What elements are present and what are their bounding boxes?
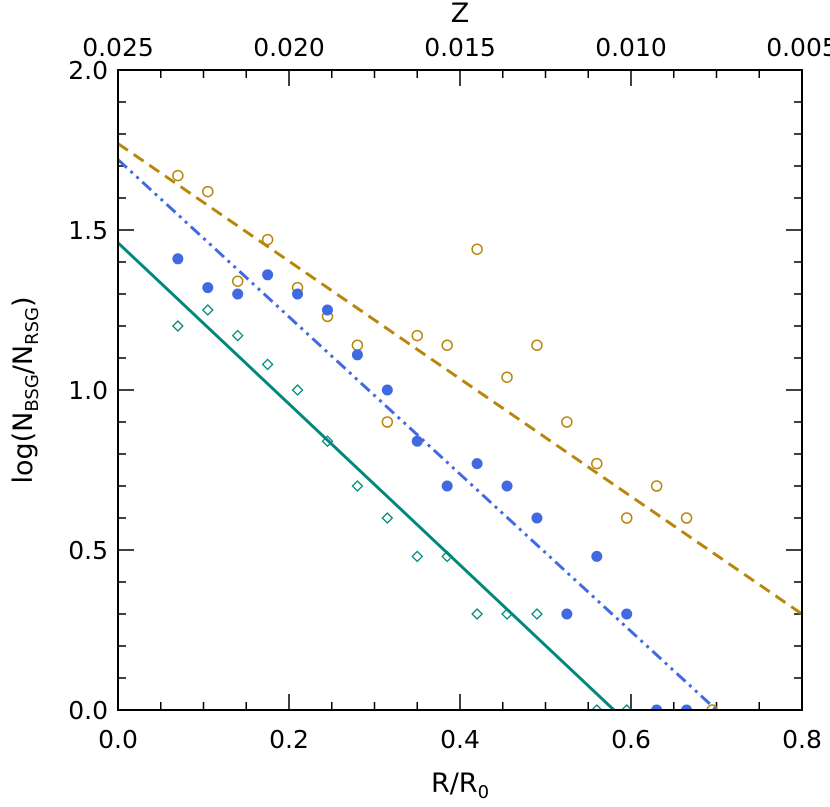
filled-circle-point xyxy=(681,704,693,710)
x-axis-title: R/R0 xyxy=(431,768,489,803)
x-tick-label: 0.2 xyxy=(269,725,309,754)
y-axis-title: log(NBSG/NRSG) xyxy=(8,296,43,483)
x-tick-label: 0.6 xyxy=(611,725,651,754)
open-circle-point xyxy=(231,275,244,287)
fit-line-dash-dot-dot xyxy=(118,158,718,710)
tick-labels: 0.0 0.2 0.4 0.6 0.8 0.0 0.5 1.0 1.5 2.00.025 0.020… xyxy=(68,33,830,754)
filled-circle-point xyxy=(591,550,603,562)
open-diamond-point xyxy=(261,358,274,371)
filled-circle-point xyxy=(621,608,633,620)
open-circle-point xyxy=(202,185,214,198)
y-tick-label: 1.0 xyxy=(68,376,108,405)
open-diamond-point xyxy=(531,608,543,620)
filled-circle-point xyxy=(292,288,304,300)
open-diamond-point xyxy=(351,480,364,492)
top-tick-label: 0.005 xyxy=(766,33,830,62)
open-circle-point xyxy=(680,512,693,524)
open-diamond-point xyxy=(321,435,334,448)
open-diamond-point xyxy=(291,384,304,396)
y-axis-title-sub2: RSG xyxy=(22,307,43,345)
filled-circle-point xyxy=(561,608,573,620)
open-circle-point xyxy=(381,416,394,428)
x-tick-label: 0.8 xyxy=(782,725,822,754)
open-diamond-point xyxy=(171,320,184,332)
filled-circle-point xyxy=(381,384,393,396)
open-diamond-point xyxy=(471,608,484,620)
x-axis-title-main: R/R xyxy=(431,768,478,799)
open-diamond-point xyxy=(231,329,244,342)
top-tick-label: 0.025 xyxy=(82,33,154,62)
open-circle-point xyxy=(172,169,184,182)
top-axis-title: Z xyxy=(451,0,470,29)
filled-circle-point xyxy=(651,704,663,710)
open-diamond-point xyxy=(620,704,633,710)
data-points xyxy=(171,169,718,710)
axis-ticks xyxy=(117,69,803,711)
open-circle-point xyxy=(441,339,453,351)
fit-line-dashed xyxy=(118,142,802,616)
filled-circle-point xyxy=(262,269,274,281)
top-tick-label: 0.015 xyxy=(424,33,496,62)
filled-circle-point xyxy=(411,435,423,447)
open-circle-point xyxy=(650,480,663,492)
filled-circle-point xyxy=(172,253,184,265)
y-axis-title-prefix: log(N xyxy=(8,412,39,484)
filled-circle-point xyxy=(321,304,333,316)
open-circle-point xyxy=(620,512,633,524)
open-circle-point xyxy=(501,371,513,383)
open-circle-point xyxy=(531,339,543,351)
open-diamond-point xyxy=(381,512,394,524)
y-tick-label: 1.5 xyxy=(68,216,108,245)
open-circle-point xyxy=(591,457,603,470)
open-circle-point xyxy=(351,339,364,351)
y-axis-title-suffix: ) xyxy=(8,296,39,307)
open-diamond-point xyxy=(411,550,424,563)
filled-circle-point xyxy=(441,480,453,492)
x-tick-label: 0.4 xyxy=(440,725,480,754)
filled-circle-point xyxy=(471,458,483,470)
filled-circle-point xyxy=(351,349,363,361)
y-tick-label: 2.0 xyxy=(68,56,108,85)
open-circle-point xyxy=(261,233,274,246)
x-tick-label: 0.0 xyxy=(98,725,138,754)
filled-circle-point xyxy=(232,288,244,300)
open-diamond-point xyxy=(590,704,603,710)
open-diamond-point xyxy=(501,608,513,620)
plot-frame xyxy=(117,69,803,711)
top-tick-label: 0.020 xyxy=(253,33,325,62)
filled-circle-point xyxy=(501,480,513,492)
open-diamond-point xyxy=(201,304,214,316)
open-circle-point xyxy=(706,704,718,710)
filled-circle-point xyxy=(202,282,214,294)
filled-circle-point xyxy=(531,512,543,524)
y-axis-title-mid: /N xyxy=(8,345,39,374)
fit-lines xyxy=(118,142,802,710)
top-tick-label: 0.010 xyxy=(595,33,667,62)
open-diamond-point xyxy=(441,550,454,563)
fit-line-solid xyxy=(118,241,615,710)
x-axis-title-sub: 0 xyxy=(478,782,489,803)
y-tick-label: 0.0 xyxy=(68,696,108,725)
open-circle-point xyxy=(411,329,423,342)
y-axis-title-sub1: BSG xyxy=(22,374,43,411)
open-circle-point xyxy=(471,243,483,255)
y-tick-label: 0.5 xyxy=(68,536,108,565)
open-circle-point xyxy=(561,416,573,428)
